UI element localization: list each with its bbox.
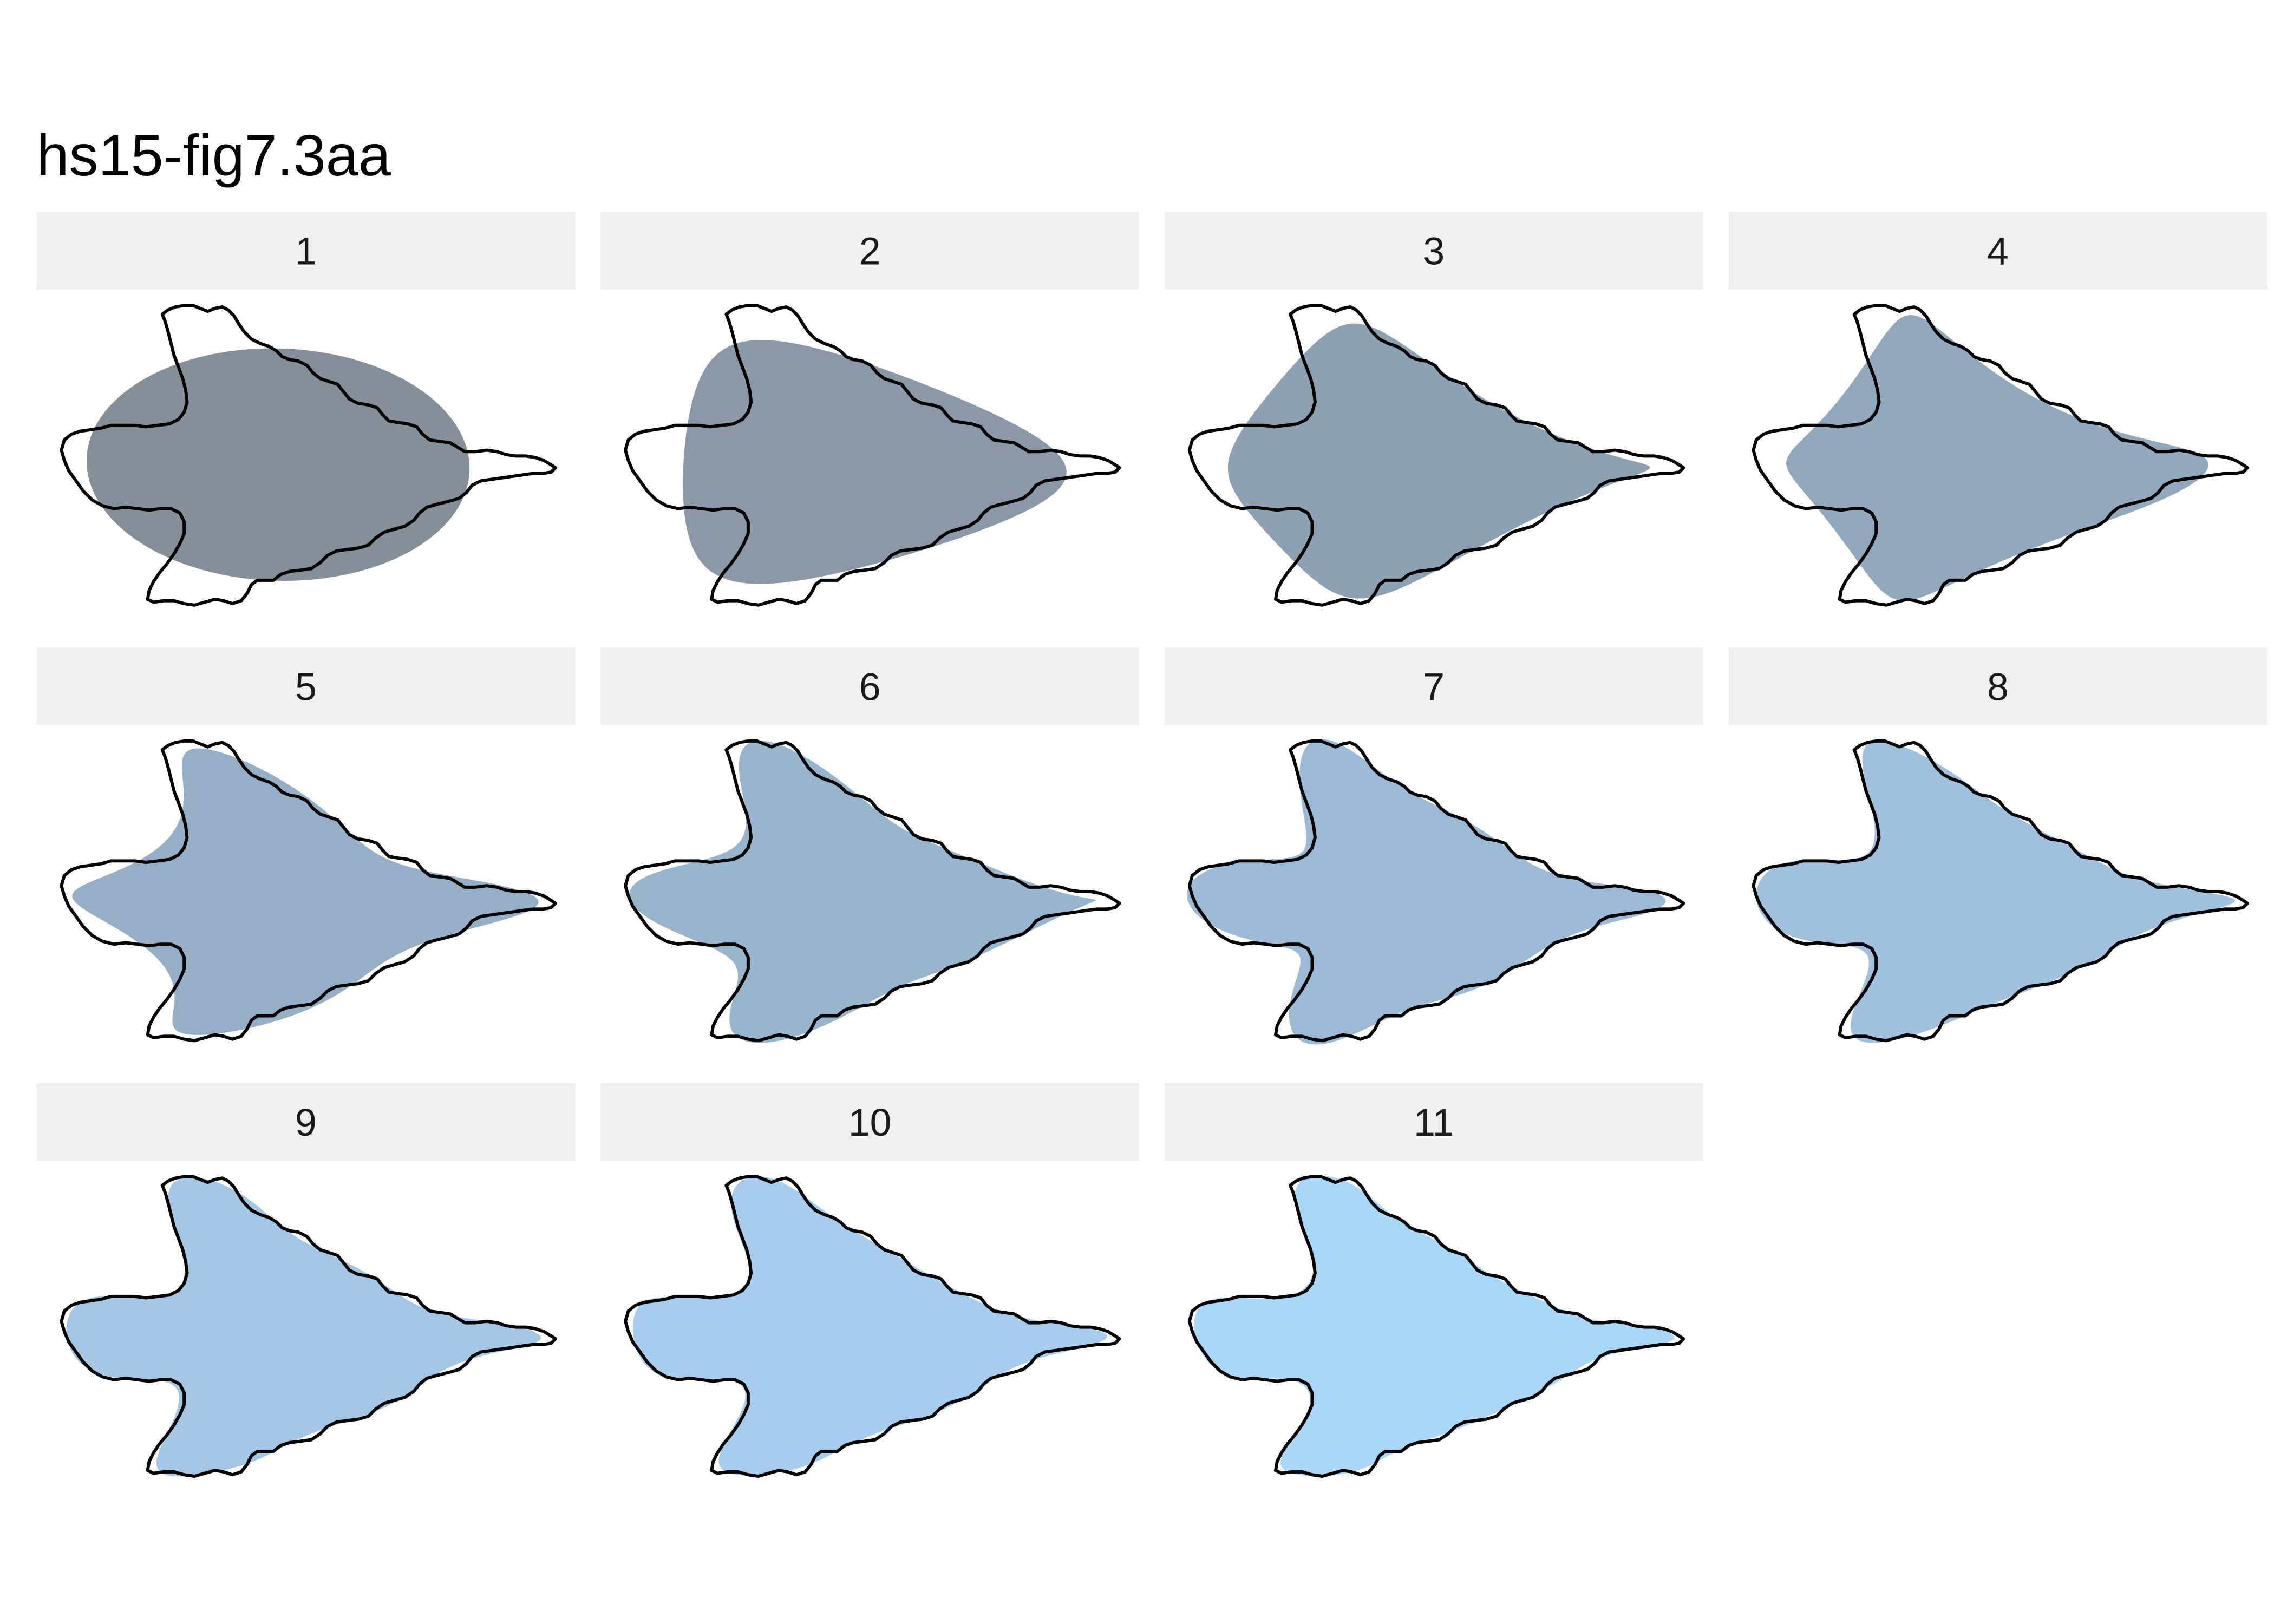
reconstruction-fill-10 (632, 1176, 1108, 1476)
facet-panel-4: 4 (1728, 212, 2268, 607)
facet-strip-2 (600, 212, 1140, 290)
facet-panel-10: 10 (600, 1083, 1140, 1478)
facet-strip-label-5: 5 (295, 665, 317, 709)
facet-panel-5: 5 (36, 647, 576, 1043)
facet-panel-3: 3 (1164, 212, 1703, 607)
reconstruction-fill-4 (1786, 315, 2208, 601)
facet-strip-10 (600, 1083, 1140, 1161)
facet-panel-11: 11 (1164, 1083, 1703, 1478)
reconstruction-fill-7 (1187, 739, 1666, 1045)
facet-panel-1: 1 (36, 212, 576, 607)
facet-strip-1 (36, 212, 576, 290)
facet-strip-label-3: 3 (1423, 230, 1445, 273)
reconstruction-fill-2 (683, 340, 1067, 584)
facet-strip-label-4: 4 (1987, 230, 2009, 273)
specimen-outline-9 (60, 1175, 557, 1478)
facet-strip-label-11: 11 (1414, 1101, 1454, 1144)
facet-strip-8 (1728, 647, 2268, 725)
facet-strip-label-7: 7 (1423, 665, 1445, 709)
specimen-outline-10 (624, 1175, 1121, 1478)
facet-panel-7: 7 (1164, 647, 1703, 1045)
chart-title: hs15-fig7.3aa (36, 122, 391, 188)
facet-panel-8: 8 (1728, 647, 2268, 1043)
facet-strip-5 (36, 647, 576, 725)
facet-strip-6 (600, 647, 1140, 725)
facet-panel-2: 2 (600, 212, 1140, 607)
facet-strip-label-8: 8 (1987, 665, 2009, 709)
specimen-outline-3 (1187, 304, 1685, 607)
specimen-outline-7 (1187, 739, 1685, 1043)
facet-strip-4 (1728, 212, 2268, 290)
specimen-outline-1 (60, 304, 557, 607)
facet-strip-11 (1164, 1083, 1703, 1161)
facet-strip-label-1: 1 (295, 230, 317, 273)
reconstruction-fill-3 (1227, 323, 1650, 599)
specimen-outline-8 (1752, 739, 2249, 1043)
facet-strip-3 (1164, 212, 1703, 290)
reconstruction-fill-11 (1194, 1175, 1675, 1476)
facet-strip-9 (36, 1083, 576, 1161)
facet-strip-label-9: 9 (295, 1101, 317, 1144)
facet-strip-label-6: 6 (859, 665, 881, 709)
facet-panel-9: 9 (36, 1083, 576, 1478)
facet-panel-6: 6 (600, 647, 1140, 1043)
facet-strip-label-10: 10 (848, 1101, 892, 1144)
specimen-outline-4 (1752, 304, 2249, 607)
facet-strip-label-2: 2 (859, 230, 881, 273)
specimen-outline-5 (60, 739, 557, 1043)
reconstruction-fill-5 (72, 748, 539, 1035)
facet-panels: 1 2 3 4 5 6 7 8 9 10 11 (36, 212, 2268, 1478)
specimen-outline-6 (624, 739, 1121, 1043)
specimen-outline-2 (624, 304, 1121, 607)
specimen-outline-11 (1187, 1175, 1685, 1478)
facet-strip-7 (1164, 647, 1703, 725)
